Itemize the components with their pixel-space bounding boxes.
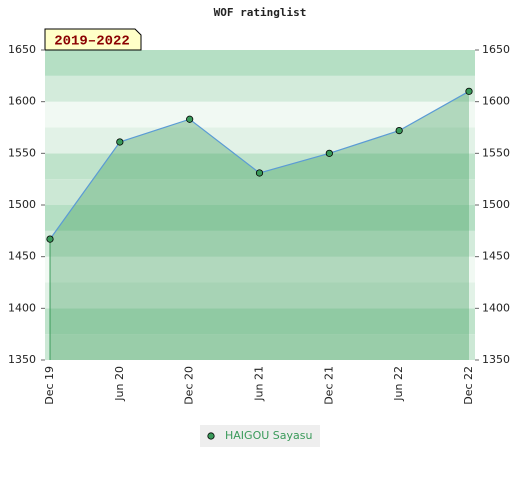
band [45,282,475,309]
x-tick-label: Jun 21 [253,366,266,402]
x-tick-label: Dec 20 [183,366,196,405]
x-tick-label: Dec 19 [43,366,56,405]
legend-box [200,425,320,447]
point [255,169,264,177]
point [186,115,194,123]
band [45,205,475,231]
y2-tick-label: 1500 [482,198,510,211]
y-tick-label: 1550 [8,146,36,159]
point [465,87,473,95]
y-tick-label: 1600 [8,95,36,108]
band [45,75,475,102]
point [395,127,403,135]
y2-tick-label: 1650 [482,43,510,56]
band [45,230,475,257]
legend-label: HAIGOU Sayasu [225,429,312,442]
point [116,138,124,146]
x-tick-label: Jun 22 [392,366,405,402]
y2-tick-label: 1400 [482,301,510,314]
band [45,50,475,76]
y2-tick-label: 1600 [482,95,510,108]
point [46,235,54,243]
x-tick-label: Dec 22 [462,366,475,405]
annotation: 2019–2022 [54,34,130,50]
x-tick-label: Dec 21 [322,366,335,405]
band [45,308,475,335]
y2-tick-label: 1550 [482,146,510,159]
x-tick-label: Jun 20 [113,366,126,402]
area [50,91,469,360]
legend-marker [207,432,215,440]
annotation-box [44,28,142,51]
band [45,179,475,205]
band [45,334,475,360]
y2-tick-label: 1450 [482,250,510,263]
y-tick-label: 1500 [8,198,36,211]
point [325,149,333,157]
y-tick-label: 1350 [8,353,36,366]
chart-title: WOF ratinglist [214,6,307,19]
band [45,101,475,128]
y2-tick-label: 1350 [482,353,510,366]
y-tick-label: 1450 [8,250,36,263]
y-tick-label: 1650 [8,43,36,56]
band [45,256,475,283]
y-tick-label: 1400 [8,301,36,314]
